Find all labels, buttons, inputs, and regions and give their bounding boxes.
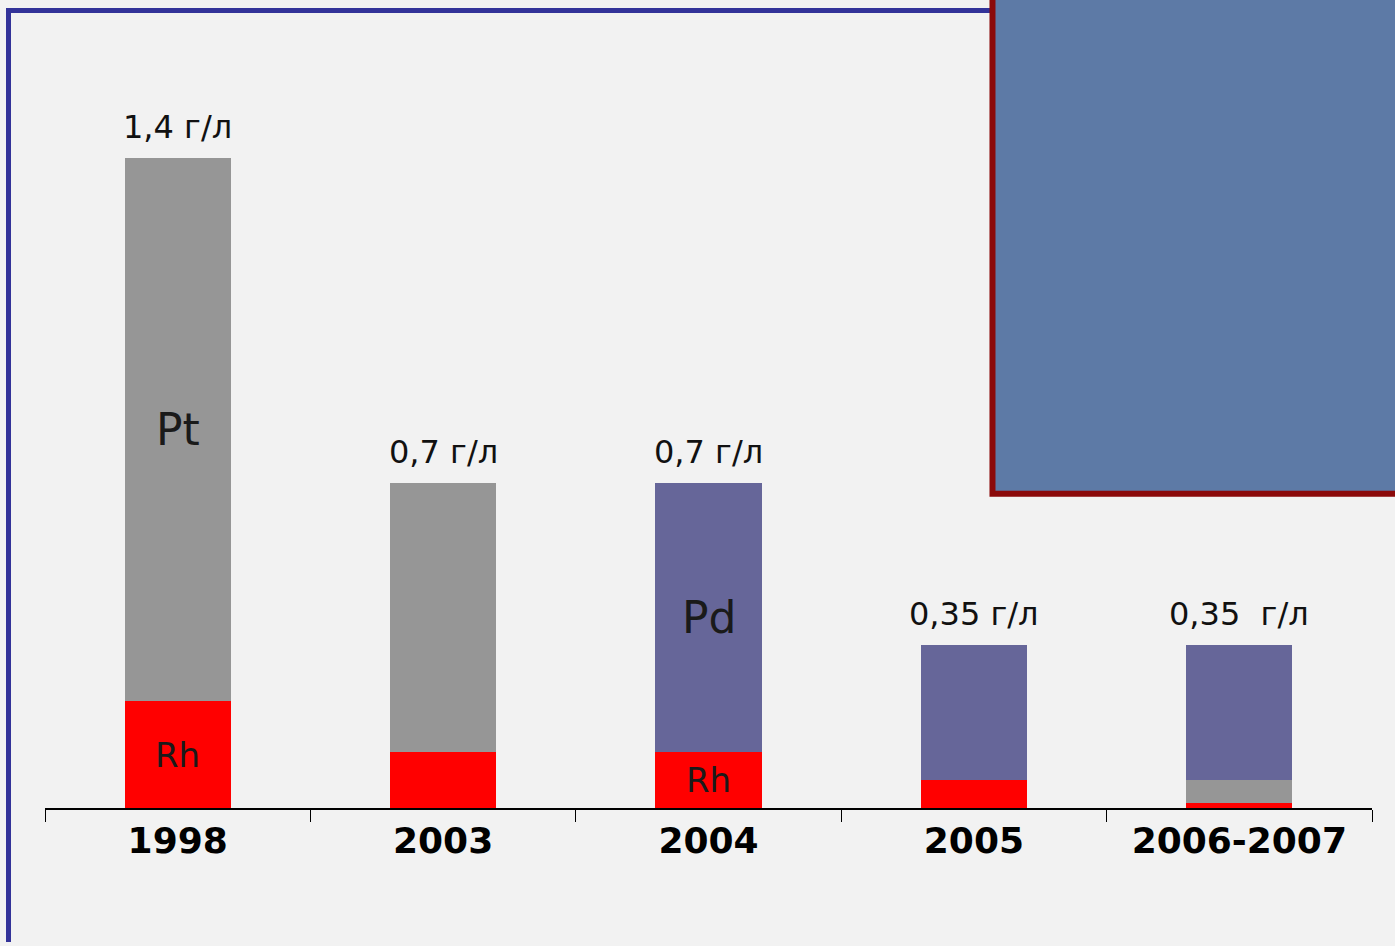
svg-text:2003: 2003 (393, 820, 493, 861)
svg-text:2004: 2004 (658, 820, 758, 861)
svg-text:1,4 г/л: 1,4 г/л (123, 108, 232, 146)
svg-text:0,35 г/л: 0,35 г/л (1169, 595, 1309, 633)
svg-text:2005: 2005 (924, 820, 1024, 861)
svg-text:Pt: Pt (156, 404, 200, 455)
svg-text:0,35 г/л: 0,35 г/л (909, 595, 1038, 633)
svg-text:1998: 1998 (128, 820, 228, 861)
svg-text:Pd: Pd (682, 592, 736, 643)
svg-text:0,7 г/л: 0,7 г/л (654, 433, 763, 471)
svg-text:Rh: Rh (686, 760, 731, 800)
svg-text:Rh: Rh (155, 735, 200, 775)
svg-text:2006-2007: 2006-2007 (1132, 820, 1347, 861)
svg-text:0,7 г/л: 0,7 г/л (389, 433, 498, 471)
